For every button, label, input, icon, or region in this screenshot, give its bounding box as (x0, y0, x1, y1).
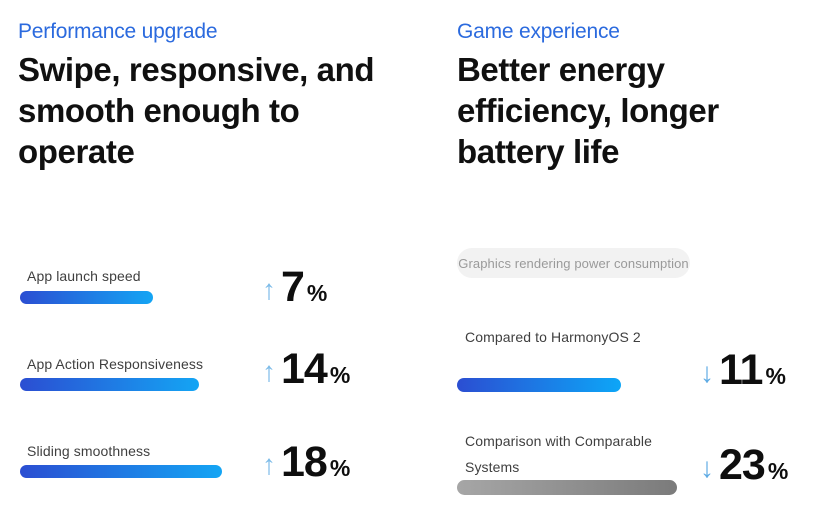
metric-label-comparable-systems: Comparison with Comparable Systems (465, 433, 653, 475)
arrow-up-icon: ↑ (262, 356, 276, 387)
metric-label-sliding-smoothness: Sliding smoothness (27, 443, 151, 459)
title-line: Better energy (457, 51, 665, 88)
metric-bar-app-action-responsiveness (20, 378, 199, 391)
metric-bar-harmonyos2 (457, 378, 621, 392)
metric-value: 14 (281, 345, 328, 393)
metric-change-sliding-smoothness: ↑ 18 % (262, 441, 350, 484)
metric-unit: % (767, 458, 789, 484)
arrow-up-icon: ↑ (262, 274, 276, 305)
performance-title: Swipe, responsive, and smooth enough to … (18, 49, 418, 172)
performance-eyebrow: Performance upgrade (18, 20, 218, 43)
metric-label-app-action-responsiveness: App Action Responsiveness (27, 356, 204, 372)
title-line: smooth enough to (18, 92, 300, 129)
metric-change-comparable-systems: ↓ 23 % (700, 444, 788, 487)
title-line: Swipe, responsive, and (18, 51, 375, 88)
graphics-power-badge: Graphics rendering power consumption (457, 248, 690, 278)
metric-bar-app-launch-speed (20, 291, 153, 304)
title-line: operate (18, 133, 135, 170)
metric-unit: % (329, 362, 351, 388)
title-line: battery life (457, 133, 620, 170)
game-title: Better energy efficiency, longer battery… (457, 49, 797, 172)
arrow-down-icon: ↓ (700, 452, 714, 483)
title-line: efficiency, longer (457, 92, 719, 129)
metric-change-harmonyos2: ↓ 11 % (700, 349, 786, 392)
arrow-down-icon: ↓ (700, 357, 714, 388)
metric-unit: % (306, 280, 328, 306)
metric-bar-sliding-smoothness (20, 465, 222, 478)
arrow-up-icon: ↑ (262, 449, 276, 480)
metric-bar-comparable-systems (457, 480, 677, 495)
metric-label-harmonyos2: Compared to HarmonyOS 2 (465, 329, 641, 345)
game-eyebrow: Game experience (457, 20, 620, 43)
metric-change-app-action-responsiveness: ↑ 14 % (262, 348, 350, 391)
metric-label-app-launch-speed: App launch speed (27, 268, 141, 284)
metric-value: 11 (719, 346, 763, 394)
metric-unit: % (765, 363, 786, 389)
metric-value: 23 (719, 441, 766, 489)
metric-change-app-launch-speed: ↑ 7 % (262, 266, 327, 309)
metric-value: 18 (281, 438, 328, 486)
metric-unit: % (329, 455, 351, 481)
metric-value: 7 (281, 263, 305, 311)
